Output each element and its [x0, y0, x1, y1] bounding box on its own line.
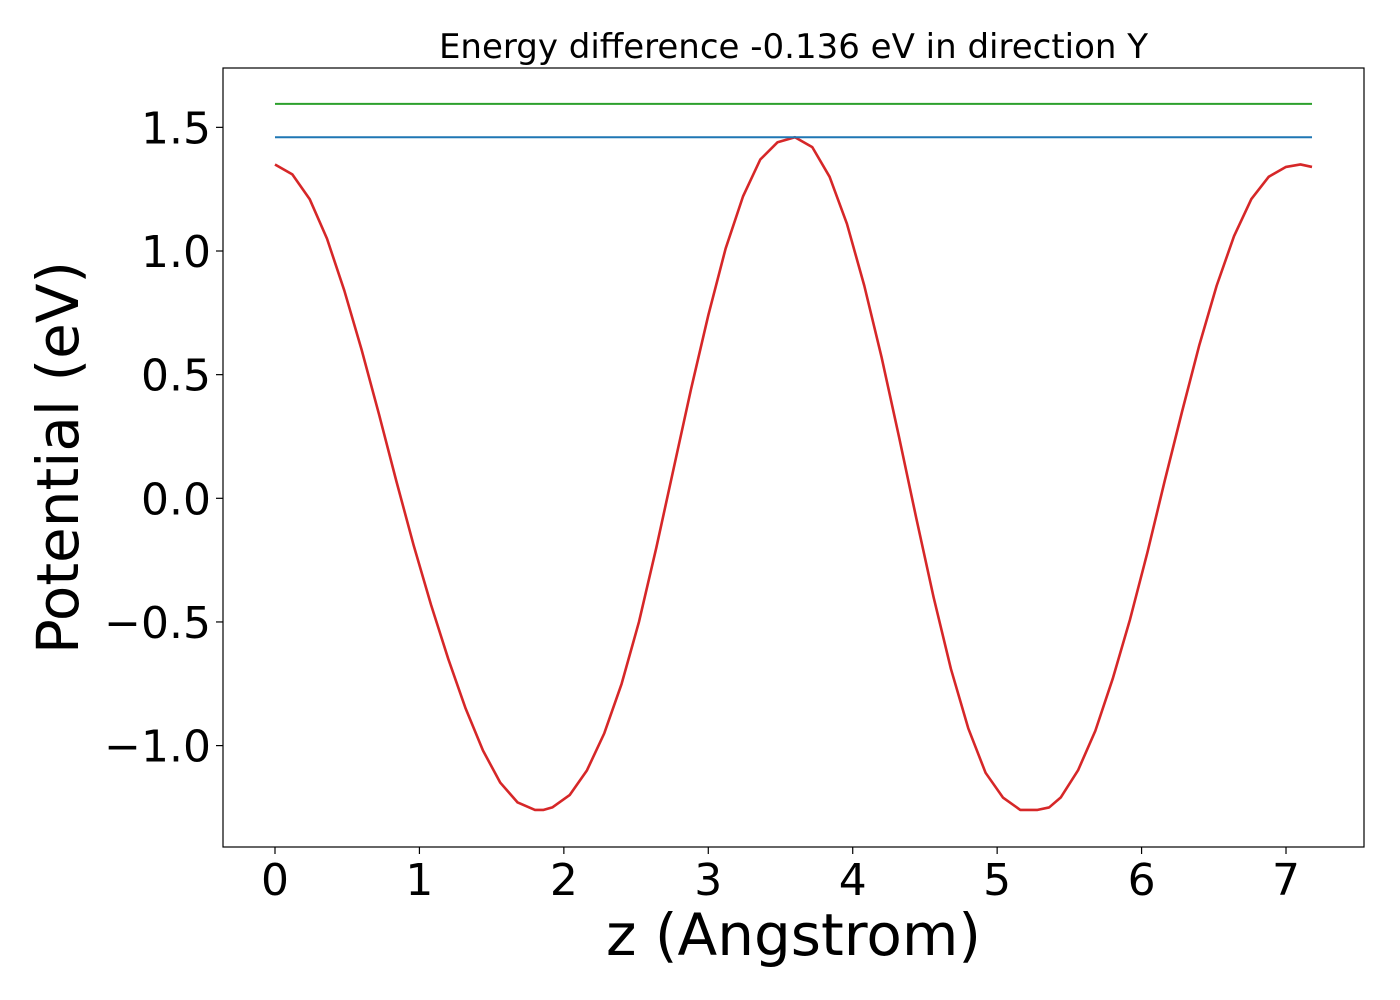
x-tick-label: 1	[405, 855, 433, 906]
y-tick-label: −0.5	[104, 598, 211, 649]
chart-title: Energy difference -0.136 eV in direction…	[439, 27, 1148, 67]
y-tick-label: −1.0	[104, 722, 211, 773]
y-axis-title: Potential (eV)	[24, 261, 92, 654]
x-axis-title: z (Angstrom)	[606, 901, 981, 969]
x-tick-label: 7	[1272, 855, 1300, 906]
x-tick-label: 4	[839, 855, 867, 906]
x-tick-label: 6	[1128, 855, 1156, 906]
x-tick-label: 0	[261, 855, 289, 906]
plot-lines	[274, 102, 1313, 812]
y-axis-ticks: −1.0 −0.5 0.0 0.5 1.0 1.5	[104, 103, 223, 773]
x-axis-ticks: 0 1 2 3 4 5 6 7	[261, 847, 1300, 906]
y-tick-label: 0.0	[141, 474, 211, 525]
plot-frame	[222, 67, 1365, 848]
y-tick-label: 1.5	[141, 103, 211, 154]
y-tick-label: 0.5	[141, 351, 211, 402]
x-tick-label: 5	[983, 855, 1011, 906]
x-tick-label: 3	[694, 855, 722, 906]
y-tick-label: 1.0	[141, 227, 211, 278]
x-tick-label: 2	[550, 855, 578, 906]
